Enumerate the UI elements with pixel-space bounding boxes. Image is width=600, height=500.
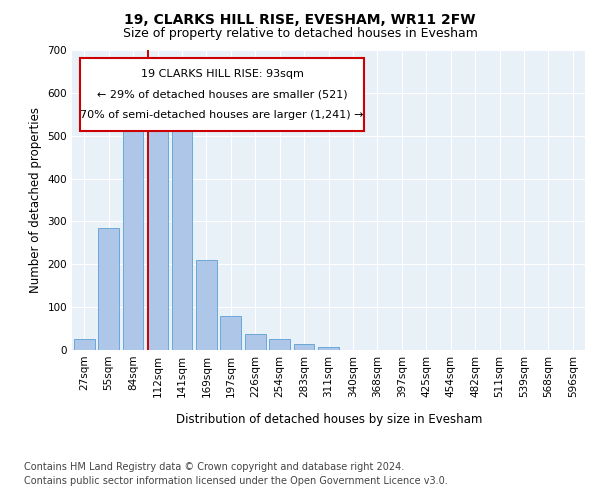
Text: Contains HM Land Registry data © Crown copyright and database right 2024.: Contains HM Land Registry data © Crown c… bbox=[24, 462, 404, 472]
Bar bbox=[318, 346, 339, 350]
Bar bbox=[196, 260, 217, 350]
Text: 70% of semi-detached houses are larger (1,241) →: 70% of semi-detached houses are larger (… bbox=[80, 110, 364, 120]
Bar bbox=[269, 340, 290, 350]
Text: Distribution of detached houses by size in Evesham: Distribution of detached houses by size … bbox=[176, 412, 482, 426]
FancyBboxPatch shape bbox=[80, 58, 364, 131]
Bar bbox=[293, 344, 314, 350]
Bar bbox=[147, 120, 168, 350]
Text: Size of property relative to detached houses in Evesham: Size of property relative to detached ho… bbox=[122, 28, 478, 40]
Bar bbox=[220, 316, 241, 350]
Y-axis label: Number of detached properties: Number of detached properties bbox=[29, 107, 42, 293]
Bar bbox=[98, 228, 119, 350]
Bar bbox=[122, 120, 143, 350]
Text: Contains public sector information licensed under the Open Government Licence v3: Contains public sector information licen… bbox=[24, 476, 448, 486]
Text: ← 29% of detached houses are smaller (521): ← 29% of detached houses are smaller (52… bbox=[97, 89, 347, 99]
Bar bbox=[172, 100, 193, 350]
Text: 19, CLARKS HILL RISE, EVESHAM, WR11 2FW: 19, CLARKS HILL RISE, EVESHAM, WR11 2FW bbox=[124, 12, 476, 26]
Text: 19 CLARKS HILL RISE: 93sqm: 19 CLARKS HILL RISE: 93sqm bbox=[140, 68, 304, 78]
Bar bbox=[74, 340, 95, 350]
Bar bbox=[245, 334, 266, 350]
